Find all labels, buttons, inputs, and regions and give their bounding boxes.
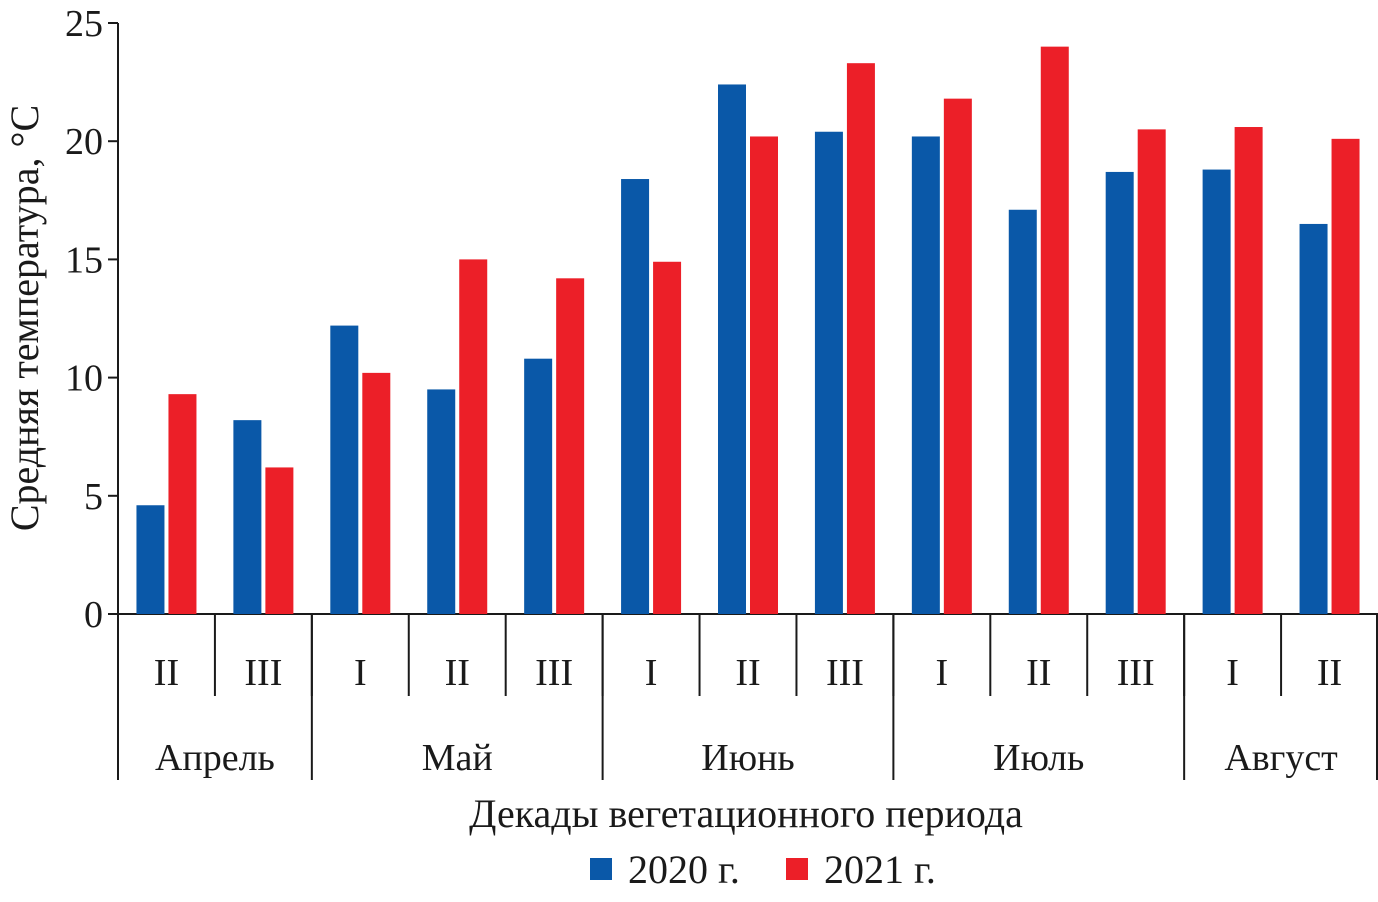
category-tick-label: III (1117, 652, 1155, 694)
bar-2020-12 (1299, 223, 1328, 614)
x-axis-label: Декады вегетационного периода (469, 791, 1023, 836)
category-tick-label: II (1317, 652, 1342, 694)
y-tick-label: 15 (65, 239, 103, 281)
bar-2020-9 (1008, 209, 1037, 615)
bar-2021-6 (750, 136, 778, 615)
category-tick-label: III (535, 652, 573, 694)
legend: 2020 г. 2021 г. (590, 847, 936, 892)
bar-2020-2 (330, 325, 359, 614)
bar-2021-7 (846, 63, 875, 615)
labels-layer: Средняя температура, °C Декады вегетацио… (2, 105, 1023, 836)
category-tick-label: II (1026, 652, 1051, 694)
category-tick-label: II (154, 652, 179, 694)
y-tick-label: 10 (65, 358, 103, 400)
bar-2021-9 (1040, 46, 1069, 614)
y-tick-label: 0 (84, 594, 103, 636)
bar-2020-8 (911, 136, 940, 615)
bar-2021-0 (168, 394, 197, 614)
category-tick-label: I (645, 652, 658, 694)
month-label: Апрель (155, 737, 275, 779)
category-tick-label: III (244, 652, 282, 694)
category-tick-label: I (1226, 652, 1239, 694)
bar-2021-12 (1331, 138, 1360, 614)
bar-2020-6 (718, 84, 746, 615)
bar-2021-4 (556, 278, 585, 614)
bar-2020-5 (621, 179, 650, 615)
legend-label: 2021 г. (824, 847, 936, 892)
bar-2021-5 (653, 261, 682, 614)
y-axis-label: Средняя температура, °C (2, 105, 47, 531)
bar-2021-11 (1234, 127, 1263, 615)
legend-swatch (786, 858, 808, 880)
month-label: Август (1224, 737, 1338, 779)
month-label: Июнь (701, 737, 795, 779)
legend-label: 2020 г. (628, 847, 740, 892)
bar-2021-1 (265, 467, 294, 614)
bar-2021-3 (459, 259, 488, 614)
category-tick-label: II (735, 652, 760, 694)
bar-2020-11 (1202, 169, 1231, 614)
category-tick-label: I (936, 652, 949, 694)
bar-2020-4 (524, 358, 553, 614)
month-label: Май (422, 737, 493, 779)
bar-2021-8 (943, 98, 972, 614)
bar-2021-10 (1137, 129, 1166, 614)
category-tick-label: I (354, 652, 367, 694)
bar-2021-2 (362, 372, 391, 614)
y-tick-label: 25 (65, 3, 103, 45)
bar-2020-10 (1105, 171, 1134, 614)
y-tick-label: 20 (65, 121, 103, 163)
bar-2020-0 (136, 505, 165, 614)
bars-layer (136, 46, 1360, 615)
y-tick-label: 5 (84, 476, 103, 518)
category-tick-label: II (445, 652, 470, 694)
category-tick-label: III (826, 652, 864, 694)
bar-2020-1 (233, 420, 262, 614)
month-label: Июль (993, 737, 1084, 779)
bar-2020-7 (814, 131, 843, 614)
bar-2020-3 (427, 389, 456, 614)
legend-swatch (590, 858, 612, 880)
